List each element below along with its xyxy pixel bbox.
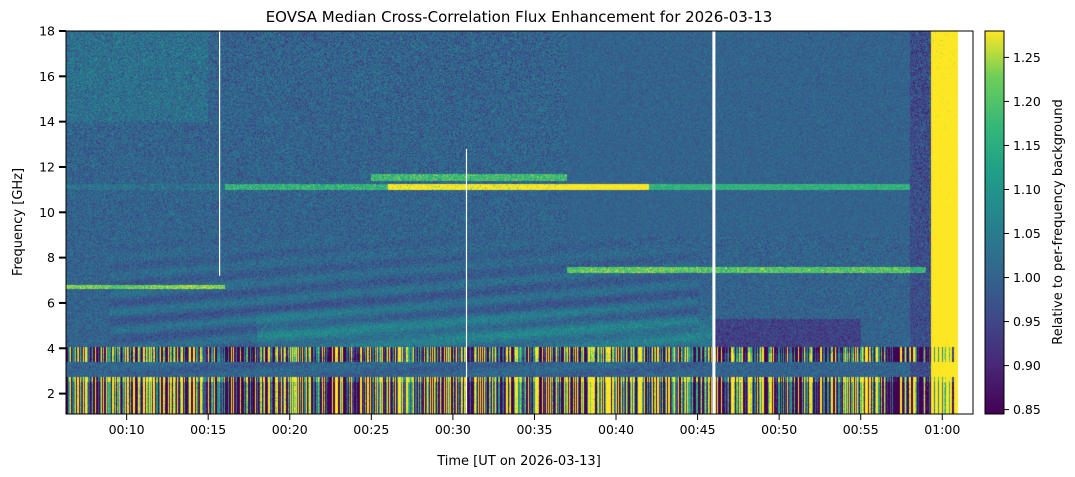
data-gaps [219, 31, 716, 414]
colorbar-tick-label: 0.85 [1013, 402, 1041, 417]
y-tick-label: 14 [39, 114, 55, 129]
x-tick-label: 00:25 [353, 422, 389, 437]
x-tick-label: 00:20 [272, 422, 308, 437]
y-tick-label: 10 [39, 205, 55, 220]
colorbar-tick-label: 1.25 [1013, 50, 1041, 65]
y-axis-label: Frequency [GHz] [11, 168, 26, 276]
y-tick-label: 6 [47, 295, 55, 310]
colorbar-tick-label: 1.15 [1013, 138, 1041, 153]
x-tick-label: 00:35 [516, 422, 552, 437]
spectrogram-raster [66, 31, 973, 414]
colorbar-tick-label: 0.95 [1013, 314, 1041, 329]
colorbar-tick-label: 1.05 [1013, 226, 1041, 241]
x-tick-label: 00:45 [680, 422, 716, 437]
x-tick-label: 01:00 [924, 422, 960, 437]
colorbar [984, 30, 1005, 415]
heatmap-image [66, 31, 973, 414]
colorbar-tick-label: 1.20 [1013, 94, 1041, 109]
y-tick-label: 4 [47, 341, 55, 356]
colorbar-label: Relative to per-frequency background [1051, 99, 1066, 344]
chart-title: EOVSA Median Cross-Correlation Flux Enha… [266, 8, 773, 26]
x-tick-label: 00:40 [598, 422, 634, 437]
x-tick-label: 00:30 [435, 422, 471, 437]
colorbar-tick-label: 1.00 [1013, 270, 1041, 285]
y-tick-label: 2 [47, 386, 55, 401]
x-axis-label: Time [UT on 2026-03-13] [436, 454, 601, 469]
x-tick-label: 00:50 [761, 422, 797, 437]
x-tick-label: 00:15 [190, 422, 226, 437]
y-tick-label: 16 [39, 69, 55, 84]
plot-frame [65, 30, 974, 415]
colorbar-axis: 0.85 0.90 0.95 1.00 1.05 1.10 1.15 1.20 1.25 [1004, 50, 1041, 417]
y-tick-label: 12 [39, 159, 55, 174]
y-axis: 2 4 6 8 10 12 14 16 18 [39, 24, 66, 401]
x-axis: 00:10 00:15 00:20 00:25 00:30 00:35 00:40 00:45… [109, 414, 960, 437]
colorbar-tick-label: 1.10 [1013, 182, 1041, 197]
y-tick-label: 18 [39, 24, 55, 39]
x-tick-label: 00:55 [843, 422, 879, 437]
x-tick-label: 00:10 [109, 422, 145, 437]
y-tick-label: 8 [47, 250, 55, 265]
colorbar-tick-label: 0.90 [1013, 358, 1041, 373]
